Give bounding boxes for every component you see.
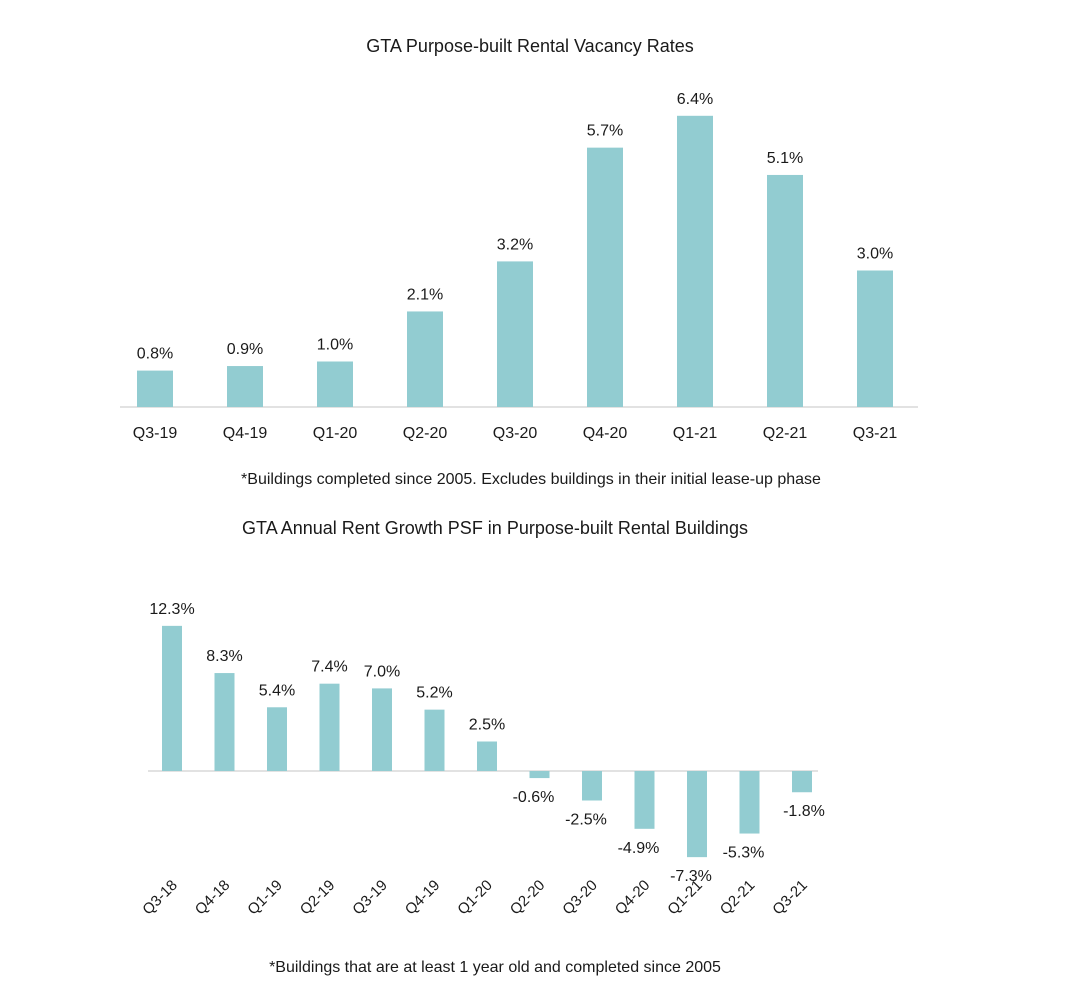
vacancy-data-label: 1.0% xyxy=(317,337,353,354)
rent-growth-bar xyxy=(582,771,602,801)
rent-growth-data-label: 7.4% xyxy=(311,659,347,676)
rent-growth-tick-label: Q3-20 xyxy=(559,877,601,919)
vacancy-bar xyxy=(137,370,173,407)
rent-growth-data-label: -0.6% xyxy=(513,789,555,806)
rent-growth-chart-note: *Buildings that are at least 1 year old … xyxy=(269,959,721,976)
vacancy-tick-label: Q2-21 xyxy=(763,425,808,442)
vacancy-tick-label: Q4-19 xyxy=(223,425,268,442)
rent-growth-tick-label: Q3-21 xyxy=(769,877,811,919)
vacancy-data-label: 5.1% xyxy=(767,150,803,167)
rent-growth-data-label: 5.4% xyxy=(259,682,295,699)
vacancy-bar xyxy=(227,366,263,407)
vacancy-data-label: 0.9% xyxy=(227,341,263,358)
rent-growth-data-label: -2.5% xyxy=(565,812,607,829)
vacancy-chart-title: GTA Purpose-built Rental Vacancy Rates xyxy=(366,36,694,56)
vacancy-data-label: 3.2% xyxy=(497,236,533,253)
vacancy-bar xyxy=(497,261,533,407)
rent-growth-bar xyxy=(529,771,550,779)
rent-growth-bar xyxy=(214,673,235,771)
vacancy-tick-label: Q3-20 xyxy=(493,425,538,442)
vacancy-tick-label: Q1-20 xyxy=(313,425,358,442)
rent-growth-bar xyxy=(634,771,655,829)
vacancy-data-label: 6.4% xyxy=(677,91,713,108)
vacancy-tick-label: Q3-21 xyxy=(853,425,898,442)
rent-growth-data-label: 8.3% xyxy=(206,648,242,665)
vacancy-tick-label: Q2-20 xyxy=(403,425,448,442)
vacancy-data-label: 2.1% xyxy=(407,286,443,303)
rent-growth-bar xyxy=(372,688,392,771)
rent-growth-tick-label: Q4-19 xyxy=(402,877,444,919)
vacancy-bar xyxy=(677,115,713,408)
rent-growth-tick-label: Q2-19 xyxy=(297,877,339,919)
rent-growth-data-label: 7.0% xyxy=(364,663,400,680)
rent-growth-tick-label: Q1-19 xyxy=(244,877,286,919)
vacancy-bar xyxy=(857,270,893,407)
rent-growth-tick-label: Q2-21 xyxy=(717,877,759,919)
rent-growth-bar xyxy=(739,771,760,834)
vacancy-bar xyxy=(407,311,443,407)
vacancy-bar xyxy=(587,147,623,407)
vacancy-tick-label: Q4-20 xyxy=(583,425,628,442)
rent-growth-tick-label: Q3-19 xyxy=(349,877,391,919)
vacancy-data-label: 3.0% xyxy=(857,246,893,263)
vacancy-bar xyxy=(317,361,353,407)
rent-growth-bar xyxy=(792,771,812,793)
rent-growth-data-label: 12.3% xyxy=(149,601,194,618)
vacancy-data-label: 5.7% xyxy=(587,123,623,140)
vacancy-bar xyxy=(767,174,803,407)
rent-growth-tick-label: Q4-20 xyxy=(612,877,654,919)
rent-growth-data-label: -5.3% xyxy=(723,845,765,862)
vacancy-chart-note: *Buildings completed since 2005. Exclude… xyxy=(241,471,821,488)
rent-growth-tick-label: Q1-20 xyxy=(454,877,496,919)
rent-growth-tick-label: Q3-18 xyxy=(139,877,181,919)
vacancy-tick-label: Q3-19 xyxy=(133,425,178,442)
rent-growth-data-label: 2.5% xyxy=(469,717,505,734)
rent-growth-bar xyxy=(424,709,445,771)
rent-growth-bar xyxy=(687,771,707,858)
rent-growth-bar xyxy=(162,625,182,771)
rent-growth-tick-label: Q4-18 xyxy=(192,877,234,919)
rent-growth-data-label: -7.3% xyxy=(670,868,712,885)
rent-growth-chart-title: GTA Annual Rent Growth PSF in Purpose-bu… xyxy=(242,518,748,538)
vacancy-data-label: 0.8% xyxy=(137,346,173,363)
rent-growth-data-label: -4.9% xyxy=(618,840,660,857)
rent-growth-bar xyxy=(477,741,497,771)
rent-growth-bar xyxy=(267,707,287,771)
rent-growth-data-label: 5.2% xyxy=(416,685,452,702)
vacancy-tick-label: Q1-21 xyxy=(673,425,718,442)
rent-growth-bar xyxy=(319,683,340,771)
rent-growth-tick-label: Q2-20 xyxy=(507,877,549,919)
rent-growth-data-label: -1.8% xyxy=(783,803,825,820)
